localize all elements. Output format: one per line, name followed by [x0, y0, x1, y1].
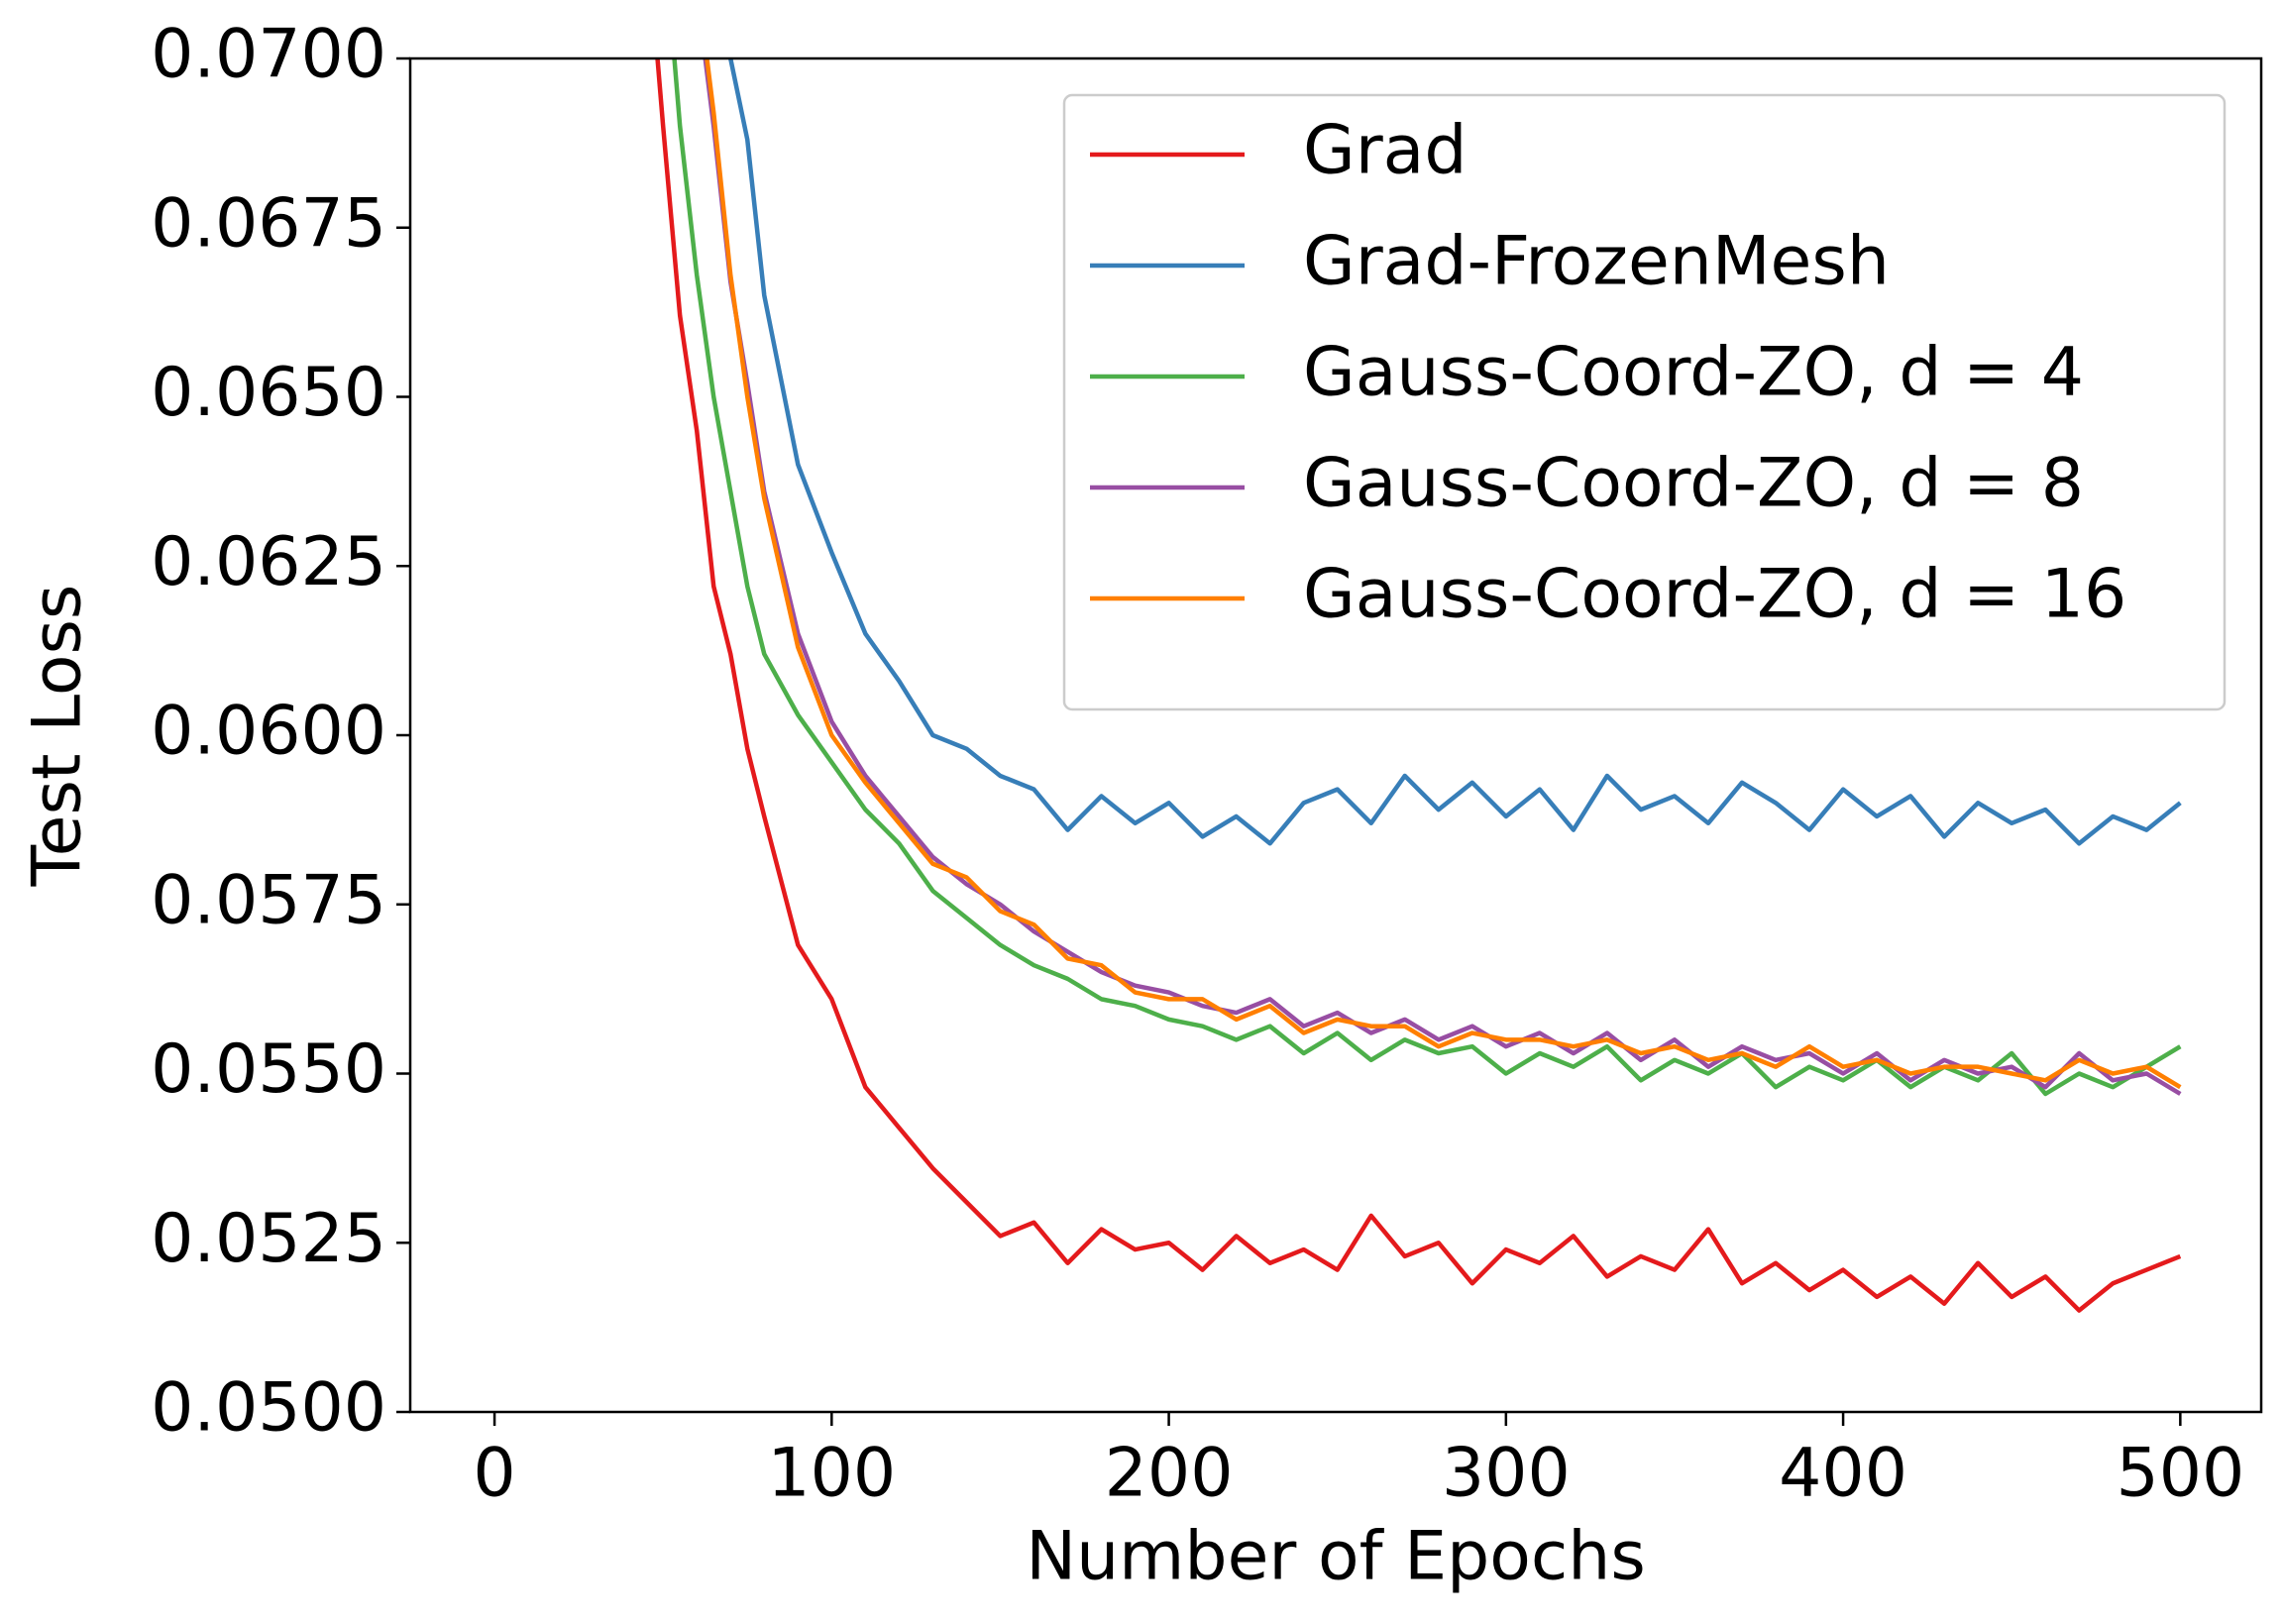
y-axis-label: Test Loss — [19, 585, 97, 888]
y-tick-label: 0.0600 — [151, 693, 386, 771]
legend-label: Gauss-Coord-ZO, d = 8 — [1303, 445, 2084, 523]
x-tick-label: 200 — [1105, 1435, 1234, 1513]
plot-area — [655, 58, 2182, 1313]
x-tick-label: 0 — [473, 1435, 515, 1513]
legend-label: Grad — [1303, 112, 1467, 190]
series-line — [655, 58, 2182, 1313]
x-axis-label: Number of Epochs — [1026, 1518, 1646, 1596]
y-tick-label: 0.0525 — [151, 1200, 386, 1278]
y-tick-label: 0.0700 — [151, 16, 386, 94]
legend-box — [1062, 93, 2227, 711]
legend-label: Gauss-Coord-ZO, d = 16 — [1303, 556, 2126, 634]
y-tick-label: 0.0550 — [151, 1030, 386, 1109]
y-tick-label: 0.0675 — [151, 184, 386, 263]
x-tick-label: 400 — [1779, 1435, 1907, 1513]
y-tick-label: 0.0625 — [151, 523, 386, 601]
legend-label: Grad-FrozenMesh — [1303, 223, 1890, 301]
y-tick-label: 0.0500 — [151, 1369, 386, 1448]
series-line — [727, 58, 2182, 846]
x-tick-label: 300 — [1442, 1435, 1571, 1513]
y-tick-label: 0.0650 — [151, 354, 386, 432]
x-tick-label: 100 — [767, 1435, 896, 1513]
y-tick-label: 0.0575 — [151, 861, 386, 939]
legend-label: Gauss-Coord-ZO, d = 4 — [1303, 334, 2084, 412]
series-line — [672, 58, 2182, 1097]
x-tick-label: 500 — [2116, 1435, 2244, 1513]
series-line — [705, 58, 2182, 1090]
